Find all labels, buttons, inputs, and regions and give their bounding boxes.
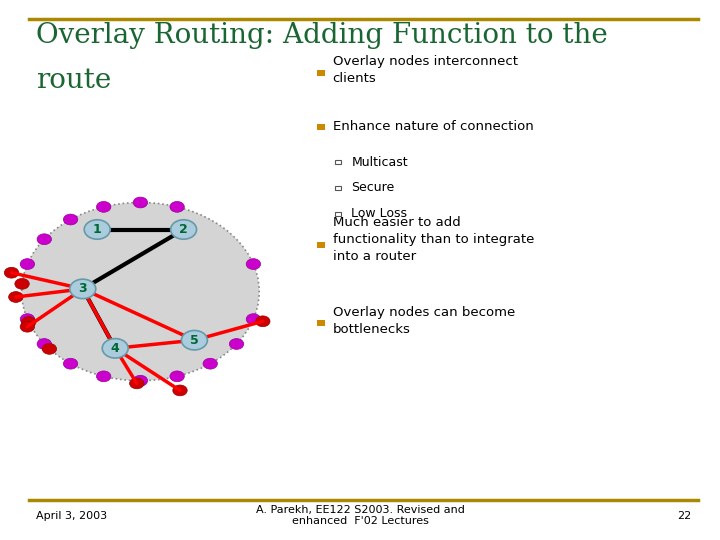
FancyBboxPatch shape bbox=[317, 124, 325, 130]
Circle shape bbox=[84, 220, 110, 239]
FancyBboxPatch shape bbox=[317, 242, 325, 248]
Circle shape bbox=[181, 330, 207, 350]
Text: Overlay nodes interconnect
clients: Overlay nodes interconnect clients bbox=[333, 55, 518, 85]
Text: 2: 2 bbox=[179, 223, 188, 236]
Circle shape bbox=[133, 375, 148, 386]
Circle shape bbox=[203, 358, 217, 369]
Circle shape bbox=[15, 279, 30, 289]
Circle shape bbox=[9, 292, 23, 302]
Circle shape bbox=[20, 314, 35, 325]
Text: Overlay Routing: Adding Function to the: Overlay Routing: Adding Function to the bbox=[36, 22, 608, 49]
Text: A. Parekh, EE122 S2003. Revised and
enhanced  F'02 Lectures: A. Parekh, EE122 S2003. Revised and enha… bbox=[256, 505, 464, 526]
Circle shape bbox=[170, 201, 184, 212]
FancyBboxPatch shape bbox=[317, 321, 325, 327]
Text: Enhance nature of connection: Enhance nature of connection bbox=[333, 120, 534, 133]
Circle shape bbox=[22, 316, 36, 327]
Circle shape bbox=[4, 267, 19, 278]
Circle shape bbox=[96, 201, 111, 212]
FancyBboxPatch shape bbox=[317, 70, 325, 76]
Text: 1: 1 bbox=[93, 223, 102, 236]
Circle shape bbox=[37, 234, 52, 245]
Text: Secure: Secure bbox=[351, 181, 395, 194]
Circle shape bbox=[229, 339, 243, 349]
Circle shape bbox=[133, 197, 148, 208]
Text: Much easier to add
functionality than to integrate
into a router: Much easier to add functionality than to… bbox=[333, 216, 534, 264]
Circle shape bbox=[246, 314, 261, 325]
Text: Multicast: Multicast bbox=[351, 156, 408, 168]
Circle shape bbox=[102, 339, 128, 358]
Circle shape bbox=[171, 220, 197, 239]
Text: 22: 22 bbox=[677, 511, 691, 521]
Circle shape bbox=[130, 378, 144, 389]
Circle shape bbox=[70, 279, 96, 299]
Text: Low Loss: Low Loss bbox=[351, 207, 408, 220]
Circle shape bbox=[173, 385, 187, 396]
Circle shape bbox=[20, 321, 35, 332]
Circle shape bbox=[63, 214, 78, 225]
Text: Overlay nodes can become
bottlenecks: Overlay nodes can become bottlenecks bbox=[333, 306, 515, 336]
Text: 3: 3 bbox=[78, 282, 87, 295]
Circle shape bbox=[20, 259, 35, 269]
Circle shape bbox=[256, 316, 270, 327]
Text: April 3, 2003: April 3, 2003 bbox=[36, 511, 107, 521]
Circle shape bbox=[37, 339, 52, 349]
Circle shape bbox=[246, 259, 261, 269]
Text: 4: 4 bbox=[111, 342, 120, 355]
Circle shape bbox=[170, 371, 184, 382]
Text: 5: 5 bbox=[190, 334, 199, 347]
Circle shape bbox=[63, 358, 78, 369]
Circle shape bbox=[42, 343, 57, 354]
Circle shape bbox=[96, 371, 111, 382]
Circle shape bbox=[22, 202, 259, 381]
Text: route: route bbox=[36, 68, 112, 94]
